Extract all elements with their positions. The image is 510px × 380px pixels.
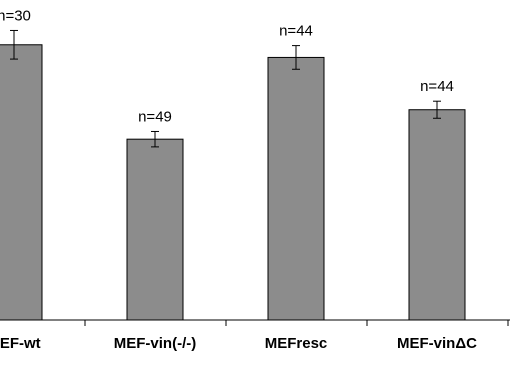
bar — [126, 138, 184, 321]
error-bar — [151, 130, 159, 148]
error-bar — [292, 45, 300, 70]
x-ticks-layer — [84, 320, 509, 326]
x-tick-label: MEF-wt — [0, 335, 41, 352]
bar — [267, 56, 325, 321]
x-tick-labels-layer: MEF-wt MEF-vin(-/-) MEFresc MEF-vinΔC — [0, 335, 477, 352]
x-tick-label: MEF-vin(-/-) — [114, 335, 196, 352]
data-label: n=49 — [138, 108, 172, 125]
error-bar — [433, 100, 441, 119]
error-bars-layer — [10, 29, 441, 148]
x-tick-label: MEF-vinΔC — [397, 335, 477, 352]
data-label: n=30 — [0, 7, 31, 24]
n-labels-layer: n=30 n=49 n=44 n=44 — [0, 7, 454, 125]
error-bar — [10, 29, 18, 60]
bars-layer — [0, 44, 466, 321]
bar — [0, 44, 43, 321]
bar — [408, 109, 466, 321]
x-tick-label: MEFresc — [265, 335, 328, 352]
data-label: n=44 — [279, 23, 313, 40]
data-label: n=44 — [420, 78, 454, 95]
